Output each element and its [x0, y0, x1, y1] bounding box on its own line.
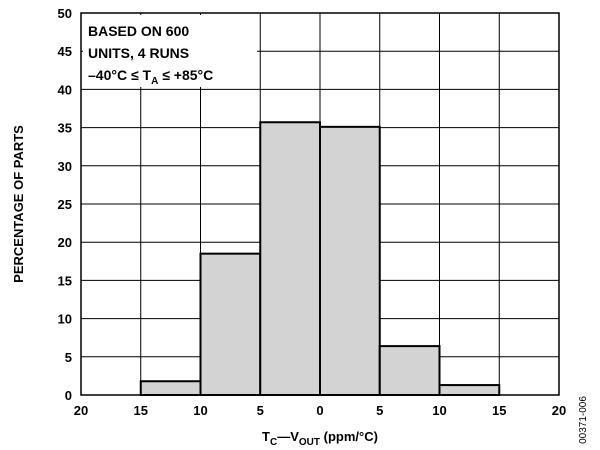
annotation-line-3-end: ≤ +85°C	[158, 67, 213, 83]
x-axis-label-t: T	[262, 429, 270, 444]
x-tick-label: 15	[492, 403, 506, 418]
x-axis-label-v: —V	[277, 429, 299, 444]
annotation-background	[83, 15, 257, 87]
x-tick-label: 15	[134, 403, 148, 418]
histogram-bar-4	[378, 345, 441, 397]
x-axis-label-sub-out: OUT	[299, 437, 320, 448]
x-tick-label: 5	[257, 403, 264, 418]
x-tick-label: 20	[552, 403, 566, 418]
y-tick-label: 20	[58, 235, 72, 250]
y-tick-label: 10	[58, 312, 72, 327]
x-axis-label-units: (ppm/°C)	[320, 429, 378, 444]
histogram-bar-5	[438, 384, 501, 396]
histogram-bar-2	[259, 121, 321, 396]
bars	[139, 121, 501, 397]
y-tick-label: 25	[58, 197, 72, 212]
annotation-line-3-subscript: A	[151, 76, 158, 87]
histogram-bar-0	[139, 380, 202, 396]
histogram-bar-3	[319, 125, 381, 396]
y-axis-label: PERCENTAGE OF PARTS	[11, 125, 26, 283]
annotation-line-2: UNITS, 4 RUNS	[88, 45, 189, 61]
y-tick-label: 15	[58, 273, 72, 288]
x-tick-label: 0	[316, 403, 323, 418]
annotation-line-3-start: –40°C ≤ T	[88, 67, 152, 83]
x-tick-label: 10	[432, 403, 446, 418]
figure-id: 00371-006	[578, 396, 589, 444]
y-tick-label: 35	[58, 121, 72, 136]
y-tick-label: 50	[58, 6, 72, 21]
plot-frame	[80, 12, 560, 396]
y-tick-label: 0	[65, 388, 72, 403]
y-tick-label: 30	[58, 159, 72, 174]
x-axis-label: TC—VOUT (ppm/°C)	[262, 429, 378, 448]
y-tick-label: 40	[58, 82, 72, 97]
annotation-line-3: –40°C ≤ TA ≤ +85°C	[88, 67, 213, 87]
x-axis-label-sub-c: C	[270, 437, 277, 448]
y-tick-label: 45	[58, 44, 72, 59]
annotation: BASED ON 600 UNITS, 4 RUNS –40°C ≤ TA ≤ …	[88, 23, 213, 87]
histogram-bar-1	[199, 252, 262, 396]
x-tick-label: 10	[193, 403, 207, 418]
y-tick-label: 5	[65, 350, 72, 365]
x-tick-label: 20	[74, 403, 88, 418]
annotation-line-1: BASED ON 600	[88, 23, 189, 39]
x-tick-label: 5	[376, 403, 383, 418]
